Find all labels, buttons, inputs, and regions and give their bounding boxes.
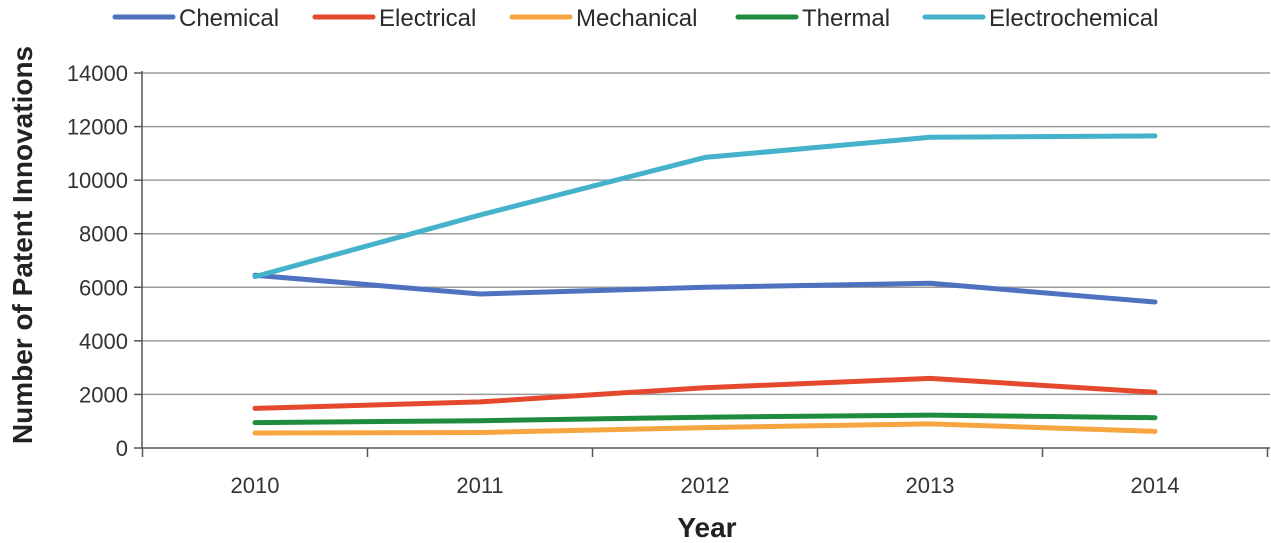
x-axis-ticks: 2010 2011 2012 2013 2014 [141, 448, 1269, 498]
x-tick-label: 2010 [231, 473, 280, 498]
y-axis-ticks: 0 2000 4000 6000 8000 10000 12000 14000 [67, 61, 142, 461]
legend-label: Mechanical [576, 5, 697, 32]
chart-axes [141, 71, 1270, 449]
y-tick-label: 4000 [79, 329, 128, 354]
y-tick-label: 6000 [79, 275, 128, 300]
chart-legend: Chemical Electrical Mechanical Thermal Elect… [112, 5, 1158, 32]
y-tick-label: 14000 [67, 61, 128, 86]
x-tick-label: 2014 [1131, 473, 1180, 498]
x-tick-label: 2013 [906, 473, 955, 498]
x-axis-title: Year [677, 512, 736, 543]
series-line-thermal [252, 412, 1158, 426]
legend-label: Thermal [802, 5, 890, 32]
y-tick-label: 10000 [67, 168, 128, 193]
series-line-electrical [252, 375, 1158, 411]
chart-series [252, 133, 1158, 436]
x-tick-label: 2012 [681, 473, 730, 498]
x-tick-label: 2011 [456, 473, 503, 498]
series-line-chemical [252, 272, 1158, 305]
series-line-mechanical [252, 421, 1158, 436]
y-tick-label: 0 [116, 436, 128, 461]
legend-label: Chemical [179, 5, 279, 32]
y-tick-label: 8000 [79, 222, 128, 247]
legend-label: Electrical [379, 5, 476, 32]
legend-label: Electrochemical [989, 5, 1158, 32]
y-tick-label: 2000 [79, 382, 128, 407]
series-line-electrochemical [252, 133, 1158, 280]
y-tick-label: 12000 [67, 115, 128, 140]
y-axis-title: Number of Patent Innovations [7, 46, 38, 444]
gridlines [142, 72, 1270, 396]
